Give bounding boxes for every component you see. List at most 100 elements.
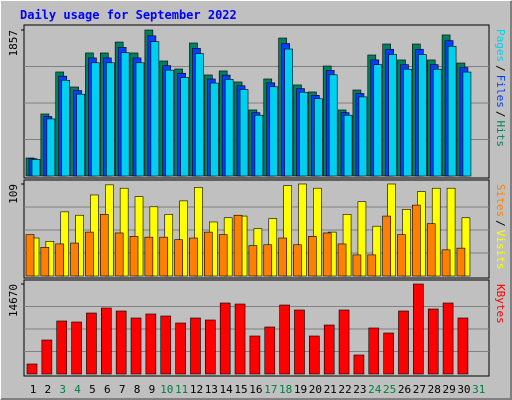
x-tick-label: 17 [264,383,277,396]
bar [55,243,65,277]
bar [457,317,469,375]
x-tick-label: 8 [134,383,141,396]
bar [219,302,231,375]
bar [189,237,198,277]
bar [442,302,454,375]
bar [26,363,38,375]
bar [284,48,293,177]
bar [130,317,142,375]
bar [338,309,350,375]
legend-entry: KBytes [494,284,507,324]
bar [239,89,249,177]
bar [210,82,219,177]
x-tick-label: 11 [175,383,188,396]
legend: Pages / Files / Hits [494,29,507,147]
bar [403,68,412,177]
bar [298,183,307,277]
bar [249,335,261,375]
bar [426,223,436,277]
bar [353,354,365,375]
x-tick-label: 18 [279,383,292,396]
legend-separator: / [494,111,507,118]
legend: KBytes [494,284,507,324]
bar [309,335,320,375]
bar [194,187,203,277]
bar [382,215,391,277]
bar [56,320,68,375]
x-tick-label: 25 [383,383,396,396]
bar [234,303,246,375]
bar [76,93,85,177]
legend-entry: Sites [494,184,507,217]
bar [357,201,367,277]
x-tick-label: 29 [442,383,455,396]
x-tick-label: 12 [190,383,203,396]
bar [383,332,394,375]
x-tick-label: 24 [368,383,382,396]
bar [313,187,322,277]
bar [446,187,456,277]
bar [205,319,216,375]
bar [25,234,35,277]
bar [456,247,466,277]
bar [397,234,406,277]
bar [322,232,332,277]
bar [432,68,442,177]
bar [352,254,362,277]
bar [175,322,186,375]
bar [174,239,183,277]
bar [372,225,382,277]
bar [119,187,129,277]
bar [462,71,472,177]
bar [314,98,323,177]
x-tick-label: 15 [234,383,247,396]
chart-title: Daily usage for September 2022 [20,8,237,22]
x-tick-label: 7 [119,383,126,396]
legend-separator: / [494,220,507,227]
bar [179,200,188,277]
bar [91,62,100,177]
bar [368,327,380,375]
x-tick-label: 1 [30,383,37,396]
bar [40,247,50,277]
legend-separator: / [494,65,507,72]
x-tick-label: 14 [220,383,234,396]
legend-entry: Pages [494,29,507,62]
x-tick-label: 9 [149,383,156,396]
bar [120,52,130,177]
bar [299,91,308,177]
x-tick-label: 23 [353,383,366,396]
bar [254,114,264,177]
bar [398,310,409,375]
bar [159,236,169,277]
bar [343,114,353,177]
bar [106,62,115,177]
bar [61,80,71,177]
bar [114,232,124,277]
bar [461,217,471,277]
bar [71,321,82,375]
bar [427,308,439,375]
bar [190,317,201,375]
legend: Sites / Visits [494,184,507,270]
bar [388,54,397,177]
bar [85,231,94,277]
bar [248,245,258,277]
bar [101,307,112,375]
bar [218,234,228,277]
bar [145,313,157,375]
bar [165,69,175,177]
bar [373,64,383,177]
bar [264,326,276,375]
bar [358,96,368,177]
bar [413,283,424,375]
x-tick-label: 26 [398,383,411,396]
bar [283,185,292,277]
y-tick-label: 109 [7,184,20,204]
bar [323,324,335,375]
bar [233,214,243,277]
x-tick-label: 20 [309,383,322,396]
bar [144,236,154,277]
